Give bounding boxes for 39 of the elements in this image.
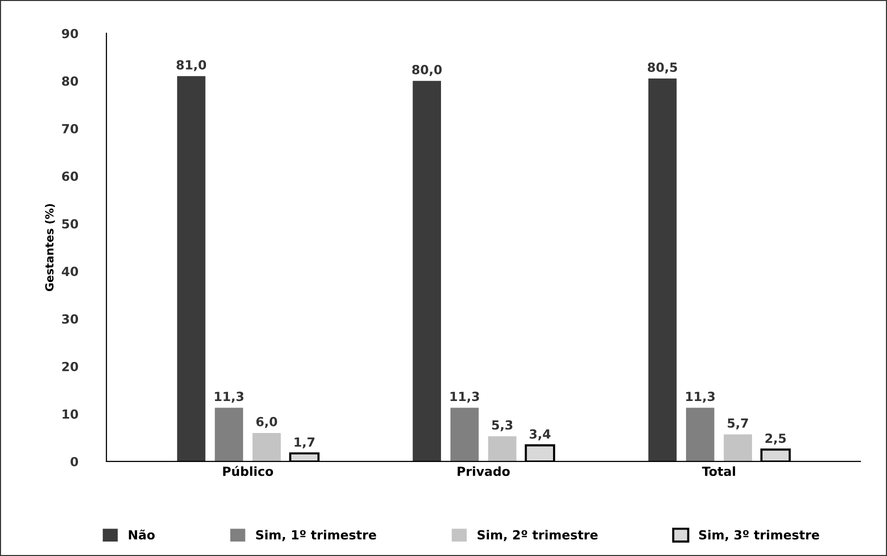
data-label: 5,3 [492, 420, 512, 432]
data-label: 80,0 [412, 64, 442, 76]
legend-label: Sim, 1º trimestre [256, 530, 376, 542]
x-tick-label: Privado [458, 466, 510, 476]
y-tick-label: 40 [62, 266, 78, 276]
y-tick-label: 80 [62, 76, 78, 86]
y-axis-title: Gestantes (%) [44, 204, 55, 292]
legend-label: Sim, 3º trimestre [699, 530, 820, 542]
x-tick-label: Total [702, 466, 736, 476]
bar [648, 78, 677, 462]
y-tick-label: 70 [62, 124, 78, 134]
data-label: 1,7 [294, 438, 314, 448]
y-tick-label: 10 [62, 409, 78, 419]
bar [412, 80, 442, 462]
y-tick-label: 30 [62, 314, 78, 324]
data-label: 11,3 [214, 392, 244, 403]
bar [724, 434, 752, 462]
bar [177, 76, 206, 462]
x-tick-label: Público [223, 466, 274, 476]
y-tick-label: 90 [62, 28, 78, 38]
data-label: 6,0 [256, 416, 278, 428]
bar [252, 432, 281, 462]
bar [488, 436, 516, 462]
y-tick-label: 20 [62, 362, 78, 372]
data-label: 3,4 [530, 429, 550, 440]
y-tick-label: 50 [62, 219, 78, 229]
bar [214, 408, 244, 462]
bar [686, 408, 714, 462]
y-tick-label: 0 [70, 456, 78, 466]
data-label: 11,3 [450, 392, 479, 403]
legend-label: Sim, 2º trimestre [478, 530, 598, 542]
data-label: 5,7 [728, 418, 748, 430]
bar [450, 408, 479, 462]
data-label: 11,3 [686, 392, 715, 403]
data-label: 81,0 [176, 60, 206, 72]
data-label: 80,5 [648, 62, 678, 74]
data-label: 2,5 [765, 434, 786, 445]
legend-label: Não [128, 530, 155, 540]
y-tick-label: 60 [62, 172, 78, 181]
